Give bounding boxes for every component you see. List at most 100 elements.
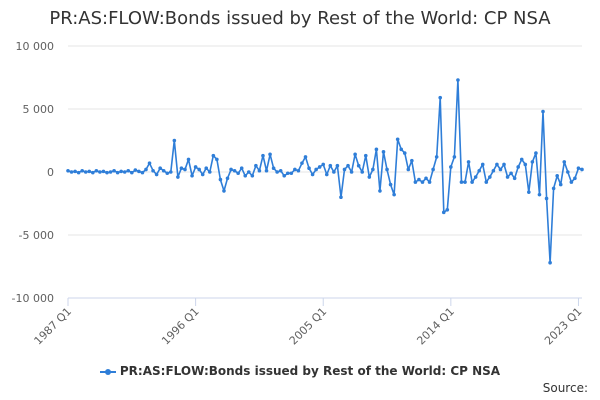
legend-series-marker-icon bbox=[99, 368, 116, 375]
data-point bbox=[523, 162, 528, 167]
data-point bbox=[154, 172, 159, 177]
data-point bbox=[363, 153, 368, 158]
data-point bbox=[200, 172, 205, 177]
data-point bbox=[161, 168, 166, 173]
data-point bbox=[335, 163, 340, 168]
data-point bbox=[491, 168, 496, 173]
data-point bbox=[87, 169, 92, 174]
x-tick-label: 1987 Q1 bbox=[32, 305, 75, 348]
data-point bbox=[466, 160, 471, 164]
data-point bbox=[66, 168, 70, 173]
data-point bbox=[254, 163, 258, 168]
data-point bbox=[456, 78, 460, 82]
data-point bbox=[452, 155, 457, 159]
data-point bbox=[399, 147, 404, 152]
data-point bbox=[527, 190, 531, 194]
data-point bbox=[296, 168, 301, 173]
data-point bbox=[431, 167, 435, 172]
legend[interactable]: PR:AS:FLOW:Bonds issued by Rest of the W… bbox=[0, 364, 600, 378]
data-point bbox=[328, 163, 333, 168]
data-point bbox=[130, 170, 134, 175]
data-point bbox=[509, 171, 513, 176]
data-point bbox=[402, 151, 407, 155]
data-point bbox=[172, 138, 177, 143]
data-point bbox=[303, 155, 308, 159]
data-point bbox=[420, 180, 425, 184]
data-point bbox=[151, 168, 155, 173]
data-point bbox=[346, 163, 350, 168]
data-point bbox=[268, 152, 272, 157]
data-point bbox=[548, 260, 552, 265]
y-tick-label: -5 000 bbox=[19, 229, 54, 242]
data-point bbox=[197, 167, 201, 172]
data-point bbox=[108, 170, 113, 174]
data-point bbox=[91, 170, 95, 175]
data-point bbox=[193, 165, 198, 169]
data-point bbox=[551, 186, 556, 191]
data-point bbox=[512, 176, 517, 181]
data-point bbox=[232, 168, 237, 173]
data-point bbox=[558, 182, 563, 187]
data-point bbox=[140, 170, 145, 175]
data-point bbox=[441, 210, 446, 215]
data-point bbox=[353, 152, 357, 157]
y-tick-label: 10 000 bbox=[16, 40, 55, 53]
data-point bbox=[307, 166, 311, 171]
data-point bbox=[289, 171, 294, 176]
data-point bbox=[115, 170, 120, 175]
data-point bbox=[317, 165, 322, 169]
data-point bbox=[410, 158, 414, 163]
data-point bbox=[183, 167, 187, 172]
data-point bbox=[101, 169, 106, 174]
data-point bbox=[505, 175, 510, 179]
x-tick-label: 2023 Q1 bbox=[542, 305, 585, 348]
data-point bbox=[371, 167, 375, 172]
data-point bbox=[285, 171, 290, 176]
data-point bbox=[388, 182, 393, 187]
data-point bbox=[310, 172, 315, 177]
data-point bbox=[225, 176, 230, 181]
data-point bbox=[222, 189, 226, 193]
data-point bbox=[176, 175, 180, 179]
data-point bbox=[573, 176, 577, 181]
data-point bbox=[211, 153, 216, 158]
data-point bbox=[257, 168, 262, 173]
data-point bbox=[137, 169, 141, 174]
data-point bbox=[502, 162, 506, 167]
data-point bbox=[566, 170, 570, 174]
data-point bbox=[367, 175, 372, 179]
chart-title: PR:AS:FLOW:Bonds issued by Rest of the W… bbox=[49, 8, 551, 29]
data-point bbox=[544, 196, 549, 201]
y-tick-label: 5 000 bbox=[23, 103, 55, 116]
data-point bbox=[580, 167, 584, 172]
data-point bbox=[314, 167, 318, 172]
data-point bbox=[275, 170, 279, 174]
data-point bbox=[112, 168, 116, 173]
data-point bbox=[484, 180, 489, 184]
data-point bbox=[470, 180, 474, 184]
data-point bbox=[374, 147, 379, 152]
data-point bbox=[83, 170, 88, 174]
data-point bbox=[105, 170, 109, 175]
x-tick-label: 2005 Q1 bbox=[287, 305, 330, 348]
data-point bbox=[360, 170, 365, 174]
data-point bbox=[122, 170, 127, 174]
data-point bbox=[133, 168, 138, 172]
data-point bbox=[190, 173, 194, 178]
data-point bbox=[537, 192, 542, 197]
data-point bbox=[243, 173, 248, 178]
data-point bbox=[321, 162, 326, 167]
data-point bbox=[356, 163, 361, 168]
data-point bbox=[498, 167, 503, 172]
data-point bbox=[229, 167, 233, 172]
data-point bbox=[477, 168, 482, 173]
data-point bbox=[488, 175, 492, 179]
data-point bbox=[144, 167, 148, 172]
data-point bbox=[147, 161, 152, 165]
data-point bbox=[158, 166, 162, 171]
data-point bbox=[73, 169, 77, 174]
data-point bbox=[76, 170, 81, 175]
data-point bbox=[332, 170, 336, 174]
legend-label: PR:AS:FLOW:Bonds issued by Rest of the W… bbox=[119, 364, 501, 378]
